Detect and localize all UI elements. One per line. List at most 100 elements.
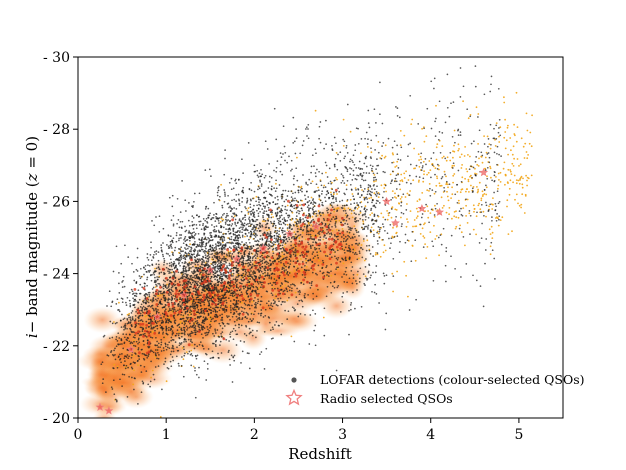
data-point-yellow [168,316,171,319]
data-point-lofar [168,294,170,296]
data-point-yellow [353,249,356,252]
data-point-lofar [192,307,195,310]
data-point-yellow [372,229,375,232]
data-point-yellow [519,163,522,166]
data-point-yellow [484,167,486,170]
data-point-lofar [261,265,263,268]
data-point-lofar [158,231,161,233]
data-point-lofar [154,366,157,368]
data-point-yellow [333,210,335,213]
data-point-yellow [247,213,250,215]
data-point-yellow [485,215,487,218]
data-point-lofar [234,233,236,236]
data-point-lofar [270,304,272,306]
data-point-lofar [164,360,167,363]
data-point-yellow [494,217,497,219]
data-point-lofar [319,270,322,273]
data-point-yellow [477,165,480,167]
data-point-lofar [272,222,275,225]
data-point-lofar [352,248,355,251]
data-point-lofar [444,173,446,176]
data-point-lofar [494,209,497,211]
data-point-lofar [275,138,278,141]
data-point-lofar [228,206,230,209]
data-point-lofar [302,218,304,220]
data-point-yellow [517,179,520,182]
data-point-lofar [350,308,352,311]
data-point-yellow [424,222,426,225]
data-point-lofar [345,219,348,222]
data-point-lofar [204,169,207,171]
data-point-lofar [168,341,171,344]
data-point-lofar [114,398,117,401]
data-point-lofar [388,237,390,240]
data-point-lofar [335,198,337,201]
data-point-lofar [164,318,167,320]
data-point-lofar [149,321,152,323]
data-point-lofar [189,305,192,308]
data-point-yellow [311,215,314,218]
data-point-lofar [101,382,104,385]
data-point-yellow [472,204,475,207]
data-point-lofar [257,300,260,303]
data-point-lofar [312,203,314,205]
data-point-lofar [232,269,235,272]
data-point-lofar [151,288,154,290]
data-point-yellow [520,203,523,206]
data-point-lofar [496,190,499,193]
data-point-lofar [168,282,171,285]
data-point-lofar [357,174,360,177]
data-point-lofar [147,322,150,325]
data-point-lofar [186,295,189,298]
data-point-lofar [327,224,330,227]
data-point-yellow [461,164,463,166]
data-point-yellow [425,257,428,259]
data-point-lofar [321,190,324,193]
data-point-lofar [331,188,334,191]
data-point-yellow [391,272,394,275]
data-point-lofar [214,252,217,254]
data-point-yellow [426,205,429,208]
data-point-lofar [175,355,178,358]
data-point-lofar [223,284,226,287]
data-point-lofar [295,211,298,214]
data-point-lofar [272,299,275,301]
data-point-lofar [232,187,235,190]
data-point-lofar [168,326,170,329]
data-point-lofar [170,365,173,368]
data-point-lofar [390,242,392,245]
data-point-lofar [236,319,238,321]
data-point-lofar [370,139,373,142]
data-point-lofar [252,208,254,211]
data-point-lofar [256,247,258,250]
data-point-lofar [274,287,276,290]
data-point-yellow [438,254,440,257]
data-point-lofar [254,305,257,308]
data-point-lofar [494,278,496,280]
data-point-lofar [195,224,198,226]
data-point-yellow [509,170,512,173]
data-point-lofar [194,302,196,305]
data-point-lofar [397,173,399,176]
data-point-lofar [200,291,203,294]
data-point-lofar [128,355,130,358]
data-point-lofar [146,253,149,255]
data-point-lofar [259,222,262,225]
data-point-lofar [248,327,251,330]
data-point-lofar [153,378,156,381]
data-point-lofar [116,298,119,301]
data-point-lofar [221,313,223,316]
data-point-lofar [203,303,206,306]
data-point-lofar [368,244,371,247]
data-point-lofar [234,324,237,327]
data-point-yellow [518,165,520,167]
data-point-lofar [247,211,250,213]
data-point-yellow [504,183,506,186]
data-point-lofar [211,280,213,283]
data-point-lofar [284,279,286,282]
data-point-lofar [285,237,288,240]
data-point-lofar [146,276,149,279]
data-point-lofar [258,245,261,247]
data-point-lofar [259,274,262,277]
data-point-lofar [202,272,204,274]
